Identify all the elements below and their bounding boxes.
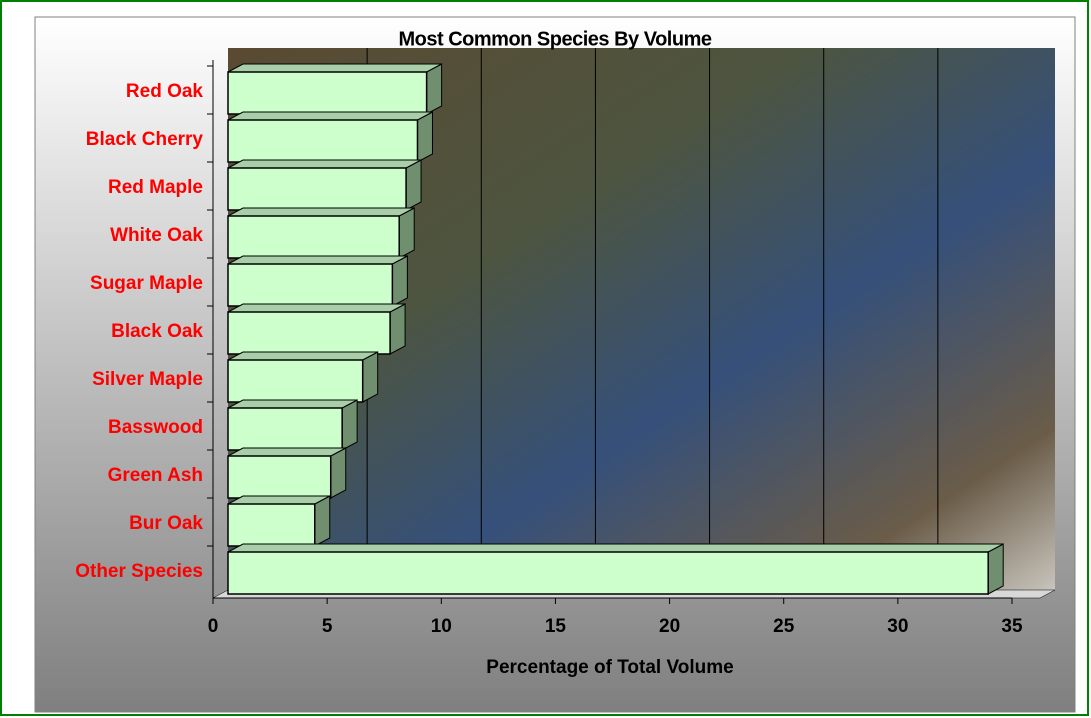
x-tick-label: 30 <box>887 616 908 637</box>
bar-side <box>315 496 330 546</box>
chart: Most Common Species By Volume Percentage… <box>0 0 1091 718</box>
bar-top <box>228 304 405 312</box>
bar <box>228 312 390 354</box>
bar <box>228 456 331 498</box>
bar-side <box>417 112 432 162</box>
bar-side <box>427 64 442 114</box>
bar-top <box>228 160 421 168</box>
y-tick-label: Other Species <box>75 561 203 582</box>
bar-top <box>228 64 442 72</box>
bar-top <box>228 256 407 264</box>
x-tick-label: 10 <box>431 616 452 637</box>
bar-side <box>331 448 346 498</box>
chart-title: Most Common Species By Volume <box>399 28 712 50</box>
bar <box>228 264 392 306</box>
bar-top <box>228 400 357 408</box>
bar-side <box>399 208 414 258</box>
y-tick-label: Silver Maple <box>92 369 203 390</box>
y-tick-label: Red Oak <box>126 81 204 102</box>
bar-side <box>988 544 1003 594</box>
y-tick-label: Bur Oak <box>129 513 203 534</box>
y-tick-label: White Oak <box>110 225 203 246</box>
y-tick-label: Black Oak <box>111 321 203 342</box>
bar <box>228 360 363 402</box>
y-tick-label: Red Maple <box>108 177 203 198</box>
bar-side <box>363 352 378 402</box>
bar <box>228 168 406 210</box>
bar-top <box>228 544 1003 552</box>
x-tick-label: 35 <box>1001 616 1023 637</box>
bar-side <box>390 304 405 354</box>
bar <box>228 120 417 162</box>
bar-side <box>406 160 421 210</box>
bar <box>228 72 427 114</box>
bar-side <box>342 400 357 450</box>
bar-top <box>228 208 414 216</box>
x-tick-label: 15 <box>545 616 567 637</box>
bar-top <box>228 496 330 504</box>
y-tick-label: Black Cherry <box>86 129 204 150</box>
bar <box>228 552 988 594</box>
x-tick-label: 5 <box>322 616 333 637</box>
bar-side <box>392 256 407 306</box>
bar-top <box>228 352 378 360</box>
bar <box>228 408 342 450</box>
x-tick-label: 20 <box>659 616 680 637</box>
bar <box>228 216 399 258</box>
y-tick-label: Sugar Maple <box>90 273 203 294</box>
y-tick-label: Basswood <box>108 417 203 438</box>
bar-top <box>228 112 432 120</box>
x-tick-label: 25 <box>773 616 795 637</box>
bar-top <box>228 448 346 456</box>
x-tick-label: 0 <box>208 616 219 637</box>
x-axis-title: Percentage of Total Volume <box>486 657 733 678</box>
y-tick-label: Green Ash <box>108 465 203 486</box>
bar <box>228 504 315 546</box>
